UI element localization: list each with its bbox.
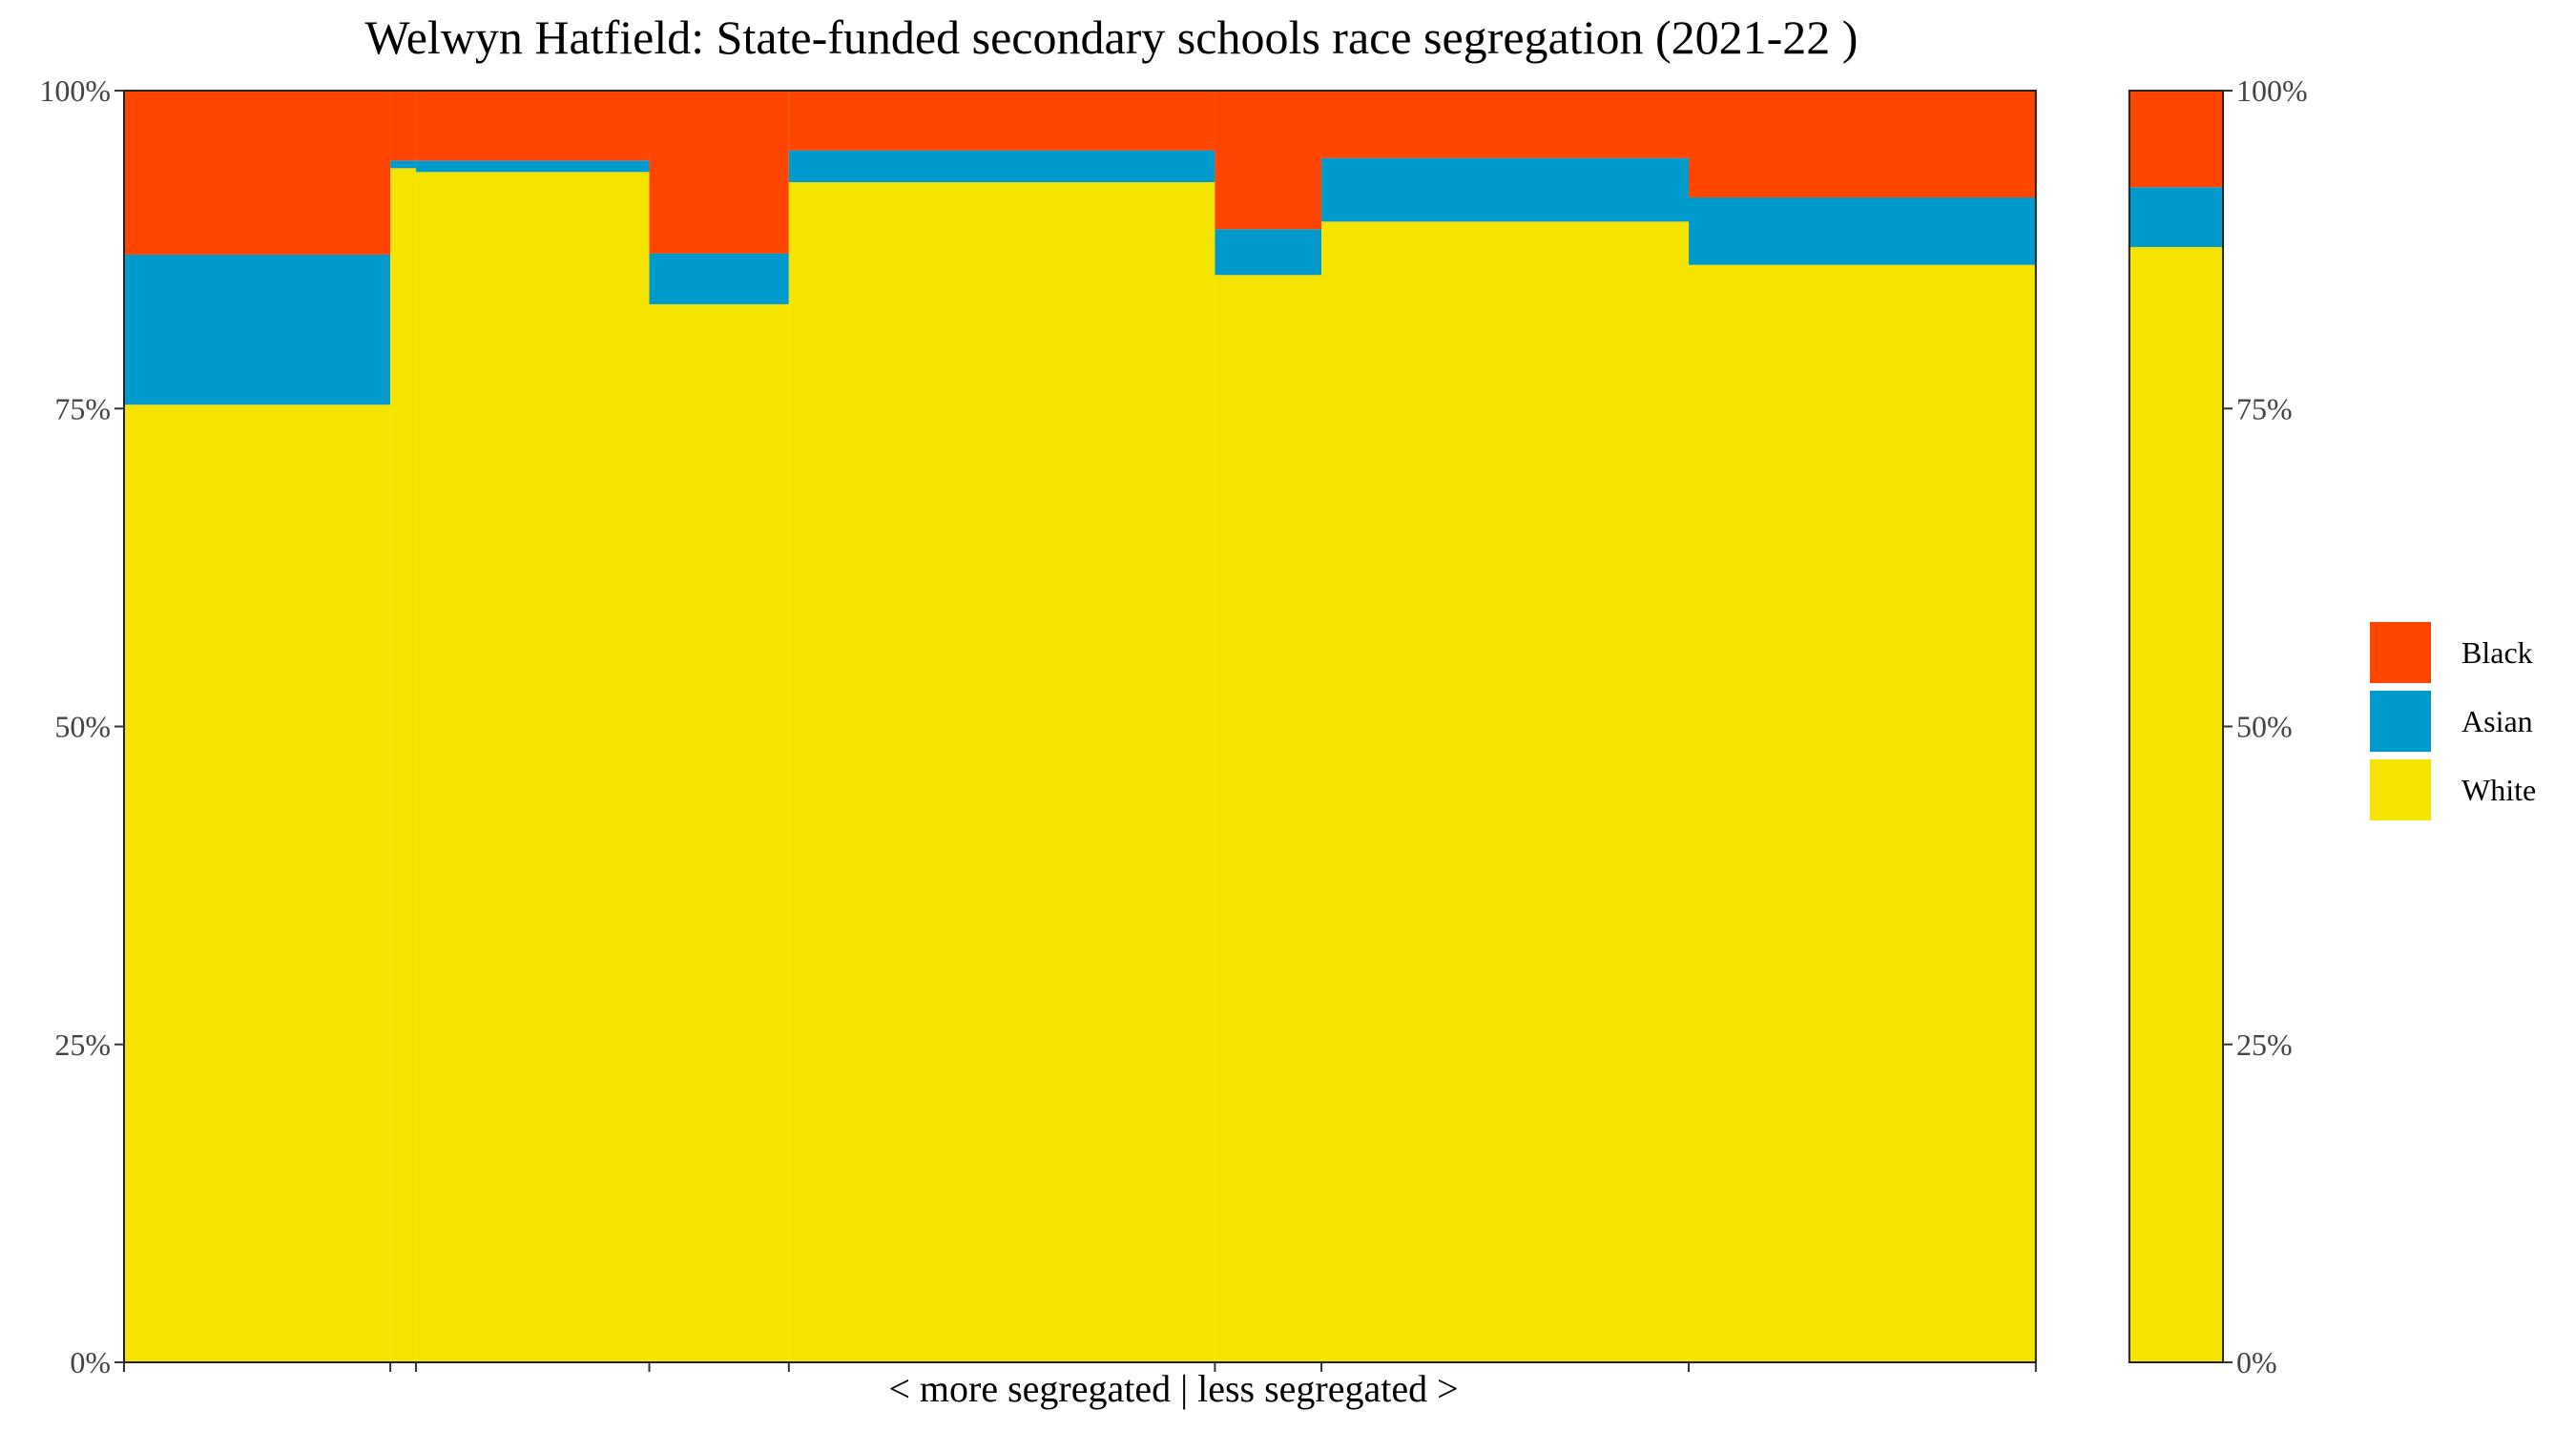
bar-segment-asian [1689,197,2036,265]
bar-segment-black [124,91,391,255]
y-tick-label-left: 50% [54,710,111,744]
bar-segment-black [390,91,417,161]
y-tick-label-right: 75% [2236,391,2293,425]
bar-segment-asian [390,160,417,169]
bar-segment-white [1321,221,1690,1363]
bar-segment-asian [1215,229,1322,276]
bar-segment-black [416,91,650,161]
y-tick-label-left: 25% [54,1027,111,1062]
bar-segment-asian [124,254,391,405]
y-tick-label-right: 100% [2236,73,2308,108]
bar-segment-black [1689,91,2036,197]
bar-segment-asian [416,160,650,173]
bar-segment-black [649,91,789,254]
legend: Black Asian White [2368,618,2536,824]
legend-swatch-asian [2368,689,2433,754]
chart-title: Welwyn Hatfield: State-funded secondary … [364,10,1859,64]
bar-segment-white [2129,246,2223,1363]
bar-segment-black [1321,91,1690,158]
y-tick-label-left: 75% [54,391,111,425]
legend-swatch-black [2368,620,2433,685]
bar-segment-black [2129,91,2223,188]
bar-segment-white [1689,264,2036,1363]
y-tick-label-right: 0% [2236,1345,2277,1379]
legend-item-asian: Asian [2368,687,2536,756]
bar-segment-black [1215,91,1322,230]
legend-label-asian: Asian [2462,703,2533,738]
y-tick-label-right: 25% [2236,1027,2293,1062]
bar-segment-black [788,91,1215,151]
bar-segment-white [788,181,1215,1363]
legend-label-white: White [2462,772,2537,807]
bar-segment-white [1215,275,1322,1362]
legend-item-black: Black [2368,618,2536,687]
bar-segment-asian [2129,187,2223,247]
bar-segment-white [416,172,650,1362]
bar-segment-white [649,303,789,1363]
y-tick-label-left: 0% [70,1345,111,1379]
x-axis-label: < more segregated | less segregated > [888,1367,1459,1410]
bar-segment-asian [649,253,789,304]
y-tick-label-right: 50% [2236,710,2293,744]
legend-label-black: Black [2462,634,2533,670]
legend-swatch-white [2368,757,2433,822]
bar-segment-white [390,168,417,1363]
legend-item-white: White [2368,756,2536,824]
bar-segment-asian [788,150,1215,182]
bar-segment-asian [1321,157,1690,222]
bar-segment-white [124,404,391,1363]
y-tick-label-left: 100% [39,73,111,108]
